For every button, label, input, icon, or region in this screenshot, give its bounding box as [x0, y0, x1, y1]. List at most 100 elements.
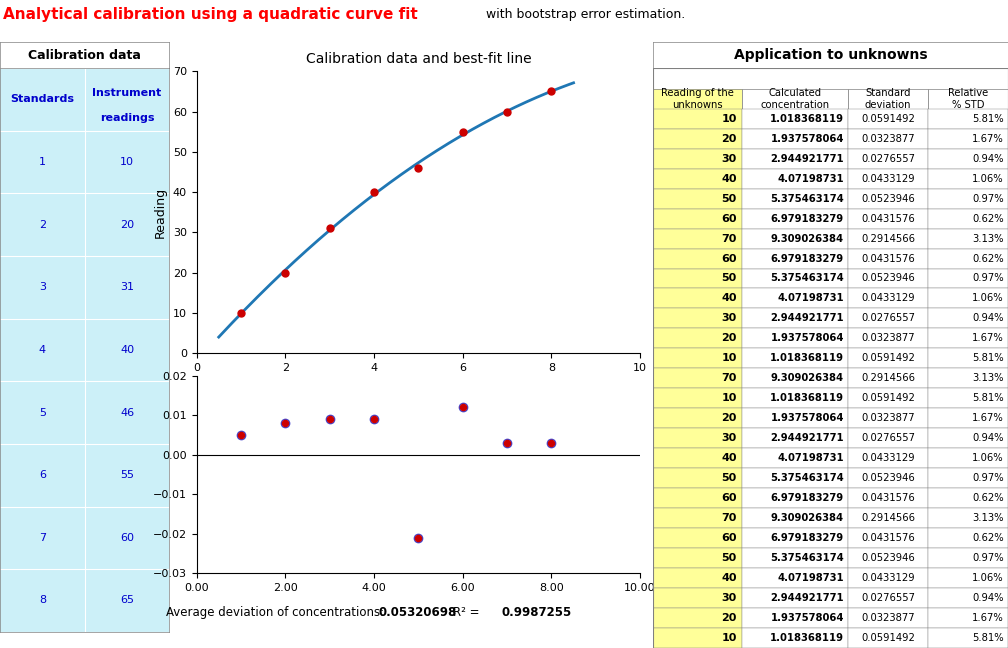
Text: 1.06%: 1.06%	[972, 453, 1004, 463]
Text: Application to unknowns: Application to unknowns	[734, 48, 927, 62]
Text: 0.97%: 0.97%	[972, 473, 1004, 483]
Bar	[849, 189, 928, 209]
Bar	[849, 469, 928, 488]
Bar	[653, 168, 742, 189]
Text: 20: 20	[120, 220, 134, 229]
Text: 8: 8	[38, 596, 46, 605]
Point	[410, 533, 426, 543]
Text: 3: 3	[39, 283, 45, 292]
Bar	[653, 209, 742, 229]
Text: 0.2914566: 0.2914566	[861, 373, 915, 384]
Bar	[742, 568, 849, 588]
Text: 3.13%: 3.13%	[972, 513, 1004, 523]
Text: Average deviation of concentrations:: Average deviation of concentrations:	[166, 606, 388, 619]
Point	[410, 163, 426, 173]
Text: 0.0591492: 0.0591492	[861, 113, 915, 124]
Bar	[653, 148, 742, 168]
Text: 0.0276557: 0.0276557	[861, 314, 915, 323]
Bar	[742, 349, 849, 368]
Bar	[742, 209, 849, 229]
Title: Calibration data and best-fit line: Calibration data and best-fit line	[305, 52, 531, 66]
Bar	[653, 349, 742, 368]
Text: 4.07198731: 4.07198731	[777, 573, 844, 583]
Bar	[928, 229, 1008, 249]
Text: 0.0591492: 0.0591492	[861, 393, 915, 403]
Text: 5.375463174: 5.375463174	[770, 273, 844, 283]
Text: 46: 46	[120, 408, 134, 417]
Bar	[928, 209, 1008, 229]
Text: 4.07198731: 4.07198731	[777, 174, 844, 183]
Text: 2.944921771: 2.944921771	[770, 314, 844, 323]
Text: 1.06%: 1.06%	[972, 573, 1004, 583]
Bar	[928, 469, 1008, 488]
Text: 0.9987255: 0.9987255	[502, 606, 573, 619]
Text: 5.81%: 5.81%	[972, 113, 1004, 124]
Text: 5.81%: 5.81%	[972, 633, 1004, 643]
X-axis label: Standards: Standards	[386, 378, 451, 391]
Bar	[849, 588, 928, 608]
Bar	[849, 129, 928, 148]
Bar	[742, 148, 849, 168]
Text: 1.67%: 1.67%	[972, 613, 1004, 623]
Text: Standards: Standards	[10, 95, 75, 104]
Text: 20: 20	[721, 613, 737, 623]
Bar	[849, 608, 928, 628]
Bar	[653, 329, 742, 349]
Bar	[849, 349, 928, 368]
Text: 5.81%: 5.81%	[972, 393, 1004, 403]
Bar	[928, 548, 1008, 568]
Bar	[849, 288, 928, 308]
Bar	[849, 168, 928, 189]
Text: 0.0523946: 0.0523946	[862, 553, 915, 563]
Text: 0.94%: 0.94%	[972, 154, 1004, 164]
Text: 60: 60	[721, 253, 737, 264]
Text: 6.979183279: 6.979183279	[771, 533, 844, 543]
Text: 55: 55	[120, 470, 134, 480]
Bar	[849, 89, 928, 109]
Text: 20: 20	[721, 133, 737, 144]
Bar	[928, 628, 1008, 648]
Text: 30: 30	[722, 434, 737, 443]
Bar	[742, 268, 849, 288]
Bar	[928, 448, 1008, 469]
Text: 50: 50	[722, 473, 737, 483]
Point	[277, 268, 293, 278]
Text: 0.0433129: 0.0433129	[862, 174, 915, 183]
Text: 4: 4	[38, 345, 46, 355]
Text: 9.309026384: 9.309026384	[771, 513, 844, 523]
Text: 31: 31	[120, 283, 134, 292]
Point	[455, 402, 471, 413]
Bar	[928, 89, 1008, 109]
Text: 0.0323877: 0.0323877	[862, 334, 915, 343]
Text: 30: 30	[722, 154, 737, 164]
Text: 0.62%: 0.62%	[972, 493, 1004, 503]
Bar	[849, 329, 928, 349]
Text: 60: 60	[120, 533, 134, 543]
Bar	[653, 628, 742, 648]
Text: 4.07198731: 4.07198731	[777, 453, 844, 463]
Text: 6.979183279: 6.979183279	[771, 253, 844, 264]
Bar	[928, 308, 1008, 329]
Bar	[742, 428, 849, 448]
Text: 5: 5	[39, 408, 45, 417]
Bar	[742, 189, 849, 209]
Bar	[928, 109, 1008, 129]
Text: 1.937578064: 1.937578064	[770, 334, 844, 343]
Bar	[849, 209, 928, 229]
Text: 60: 60	[721, 214, 737, 224]
Bar	[653, 469, 742, 488]
Text: 6.979183279: 6.979183279	[771, 493, 844, 503]
Bar	[742, 488, 849, 508]
Text: 10: 10	[120, 157, 134, 167]
Bar	[742, 508, 849, 528]
Text: 50: 50	[722, 194, 737, 203]
Bar	[928, 428, 1008, 448]
Text: 2.944921771: 2.944921771	[770, 434, 844, 443]
Bar	[742, 129, 849, 148]
Bar	[849, 249, 928, 268]
Text: 0.62%: 0.62%	[972, 533, 1004, 543]
Text: 1.018368119: 1.018368119	[770, 633, 844, 643]
Point	[366, 414, 382, 424]
Text: R² =: R² =	[453, 606, 483, 619]
Text: 7: 7	[38, 533, 46, 543]
